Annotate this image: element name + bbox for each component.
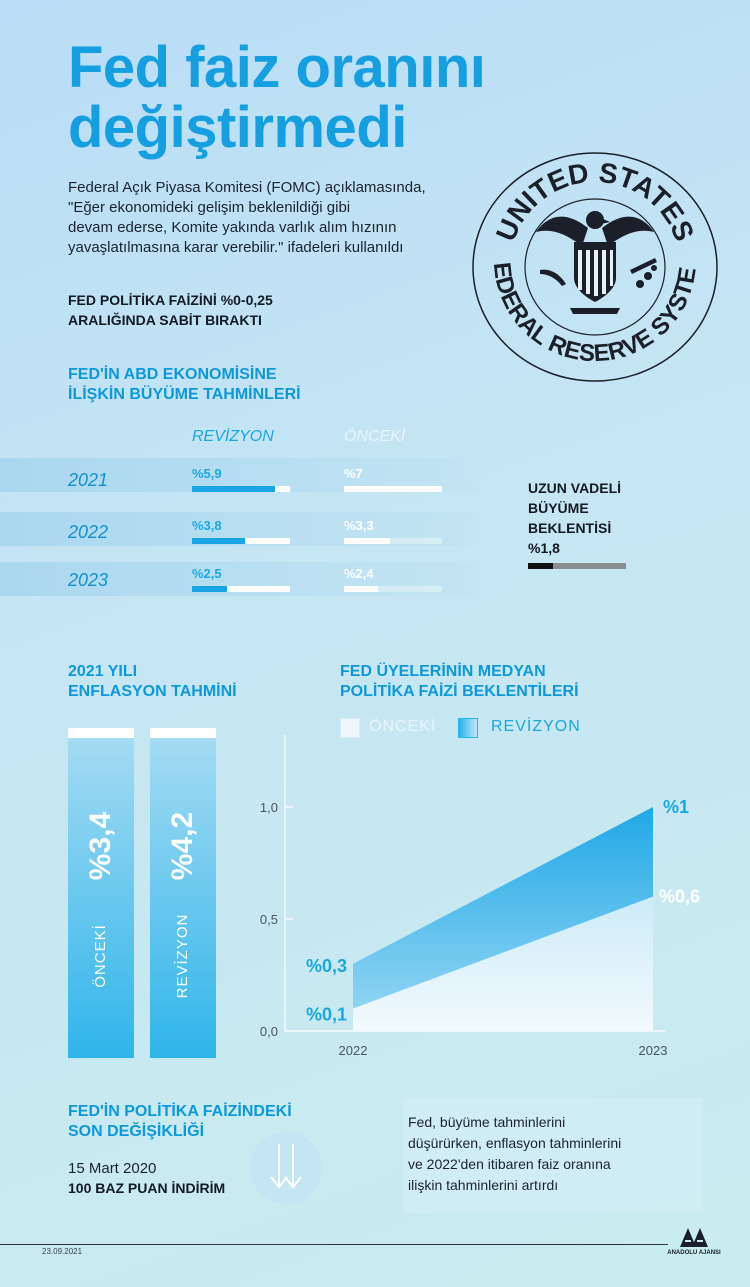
federal-reserve-seal: UNITED STATES FEDERAL RESERVE SYSTEM [470,150,718,382]
legend-swatch-revised [458,718,478,738]
policy-line-2: ARALIĞINDA SABİT BIRAKTI [68,312,262,328]
long-term-line-3: BEKLENTİSİ [528,520,612,536]
y-tick-label: 1,0 [260,800,278,815]
bar-cap [150,728,216,738]
x-tick-label: 2023 [639,1043,668,1058]
revised-area [353,807,653,1009]
last-change-amount: 100 BAZ PUAN İNDİRİM [68,1180,226,1196]
intro-line: devam ederse, Komite yakında varlık alım… [68,219,397,236]
legend-swatch-previous [340,718,360,738]
footer-logo-text: ANADOLU AJANSI [667,1250,721,1256]
last-change-heading: FED'İN POLİTİKA FAİZİNDEKİ SON DEĞİŞİKLİ… [68,1102,292,1142]
growth-previous-value: %7 [344,466,363,481]
y-tick-label: 0,0 [260,1024,278,1039]
note-line: düşürürken, enflasyon tahminlerini [408,1135,622,1151]
policy-line-1: FED POLİTİKA FAİZİNİ %0-0,25 [68,292,273,308]
growth-previous-bar-track [344,486,442,492]
rate-chart: 0,0 0,5 1,0 2022 2023 %0,3 %0,1 %1 %0,6 [260,735,700,1058]
growth-heading-line-2: İLİŞKİN BÜYÜME TAHMİNLERİ [68,386,301,403]
policy-statement: FED POLİTİKA FAİZİNİ %0-0,25 ARALIĞINDA … [68,290,273,330]
long-term-growth: UZUN VADELİ BÜYÜME BEKLENTİSİ %1,8 [528,478,621,558]
title-line-1: Fed faiz oranını [68,35,486,100]
long-term-value: %1,8 [528,540,560,556]
previous-label-2022: %0,1 [306,1005,347,1025]
growth-previous-bar-track [344,586,442,592]
rate-heading-line-2: POLİTİKA FAİZİ BEKLENTİLERİ [340,683,579,700]
y-tick-label: 0,5 [260,912,278,927]
inflation-heading-line-1: 2021 YILI [68,663,138,680]
growth-revised-bar-track [192,538,290,544]
last-change-heading-line-1: FED'İN POLİTİKA FAİZİNDEKİ [68,1103,292,1120]
inflation-revised-value: %4,2 [166,811,199,881]
column-header-previous: ÖNCEKİ [344,428,406,445]
legend-label-previous: ÖNCEKİ [369,718,437,735]
growth-year: 2023 [68,570,109,590]
growth-previous-bar-fill [344,486,442,492]
growth-revised-bar-track [192,486,290,492]
intro-text: Federal Açık Piyasa Komitesi (FOMC) açık… [68,178,458,258]
intro-line: Federal Açık Piyasa Komitesi (FOMC) açık… [68,179,426,196]
inflation-bar-revised: %4,2 REVİZYON [150,728,216,1058]
growth-revised-value: %2,5 [192,566,222,581]
eagle-seal-icon [536,211,657,314]
note-text: Fed, büyüme tahminlerini düşürürken, enf… [408,1112,688,1196]
growth-heading: FED'İN ABD EKONOMİSİNE İLİŞKİN BÜYÜME TA… [68,365,301,405]
inflation-previous-label: ÖNCEKİ [92,924,109,988]
growth-revised-bar-fill [192,486,275,492]
long-term-line-1: UZUN VADELİ [528,480,622,496]
footer-divider [0,1244,668,1245]
growth-previous-bar-track [344,538,442,544]
note-line: ve 2022'den itibaren faiz oranına [408,1156,611,1172]
down-arrows-icon [250,1132,322,1204]
page-title: Fed faiz oranını değiştirmedi [68,35,486,160]
note-box [403,1098,703,1213]
growth-revised-bar-fill [192,538,245,544]
column-header-revised: REVİZYON [192,428,274,445]
bar-cap [68,728,134,738]
seal-top-text: UNITED STATES [490,157,700,246]
growth-revised-value: %3,8 [192,518,222,533]
title-line-2: değiştirmedi [68,95,407,160]
growth-revised-bar-track [192,586,290,592]
long-term-line-2: BÜYÜME [528,500,589,516]
note-line: Fed, büyüme tahminlerini [408,1114,566,1130]
growth-year: 2021 [68,470,109,490]
growth-year: 2022 [68,522,109,542]
anadolu-ajansi-logo-icon [680,1228,708,1247]
long-term-bar-fill [528,563,553,569]
x-tick-label: 2022 [339,1043,368,1058]
growth-previous-bar-fill [344,586,378,592]
growth-previous-bar-fill [344,538,390,544]
inflation-previous-value: %3,4 [84,811,117,881]
growth-heading-line-1: FED'İN ABD EKONOMİSİNE [68,366,277,383]
growth-revised-bar-fill [192,586,227,592]
previous-label-2023: %0,6 [659,887,700,907]
inflation-heading-line-2: ENFLASYON TAHMİNİ [68,683,237,700]
inflation-heading: 2021 YILI ENFLASYON TAHMİNİ [68,662,237,702]
previous-area [353,896,653,1031]
rate-heading-line-1: FED ÜYELERİNİN MEDYAN [340,663,546,680]
rate-chart-heading: FED ÜYELERİNİN MEDYAN POLİTİKA FAİZİ BEK… [340,662,579,702]
growth-revised-value: %5,9 [192,466,222,481]
footer-date: 23.09.2021 [42,1247,83,1256]
intro-line: yavaşlatılmasına karar verebilir." ifade… [68,239,404,256]
growth-previous-value: %3,3 [344,518,374,533]
last-change-heading-line-2: SON DEĞİŞİKLİĞİ [68,1123,205,1140]
long-term-bar-track [528,563,626,569]
inflation-revised-label: REVİZYON [174,913,191,999]
inflation-bar-previous: %3,4 ÖNCEKİ [68,728,134,1058]
revised-label-2022: %0,3 [306,956,347,976]
intro-line: "Eğer ekonomideki gelişim beklenildiği g… [68,199,351,216]
note-line: ilişkin tahminlerini artırdı [408,1177,559,1193]
revised-label-2023: %1 [663,797,689,817]
legend-label-revised: REVİZYON [491,718,581,735]
growth-previous-value: %2,4 [344,566,374,581]
last-change-date: 15 Mart 2020 [68,1160,157,1177]
